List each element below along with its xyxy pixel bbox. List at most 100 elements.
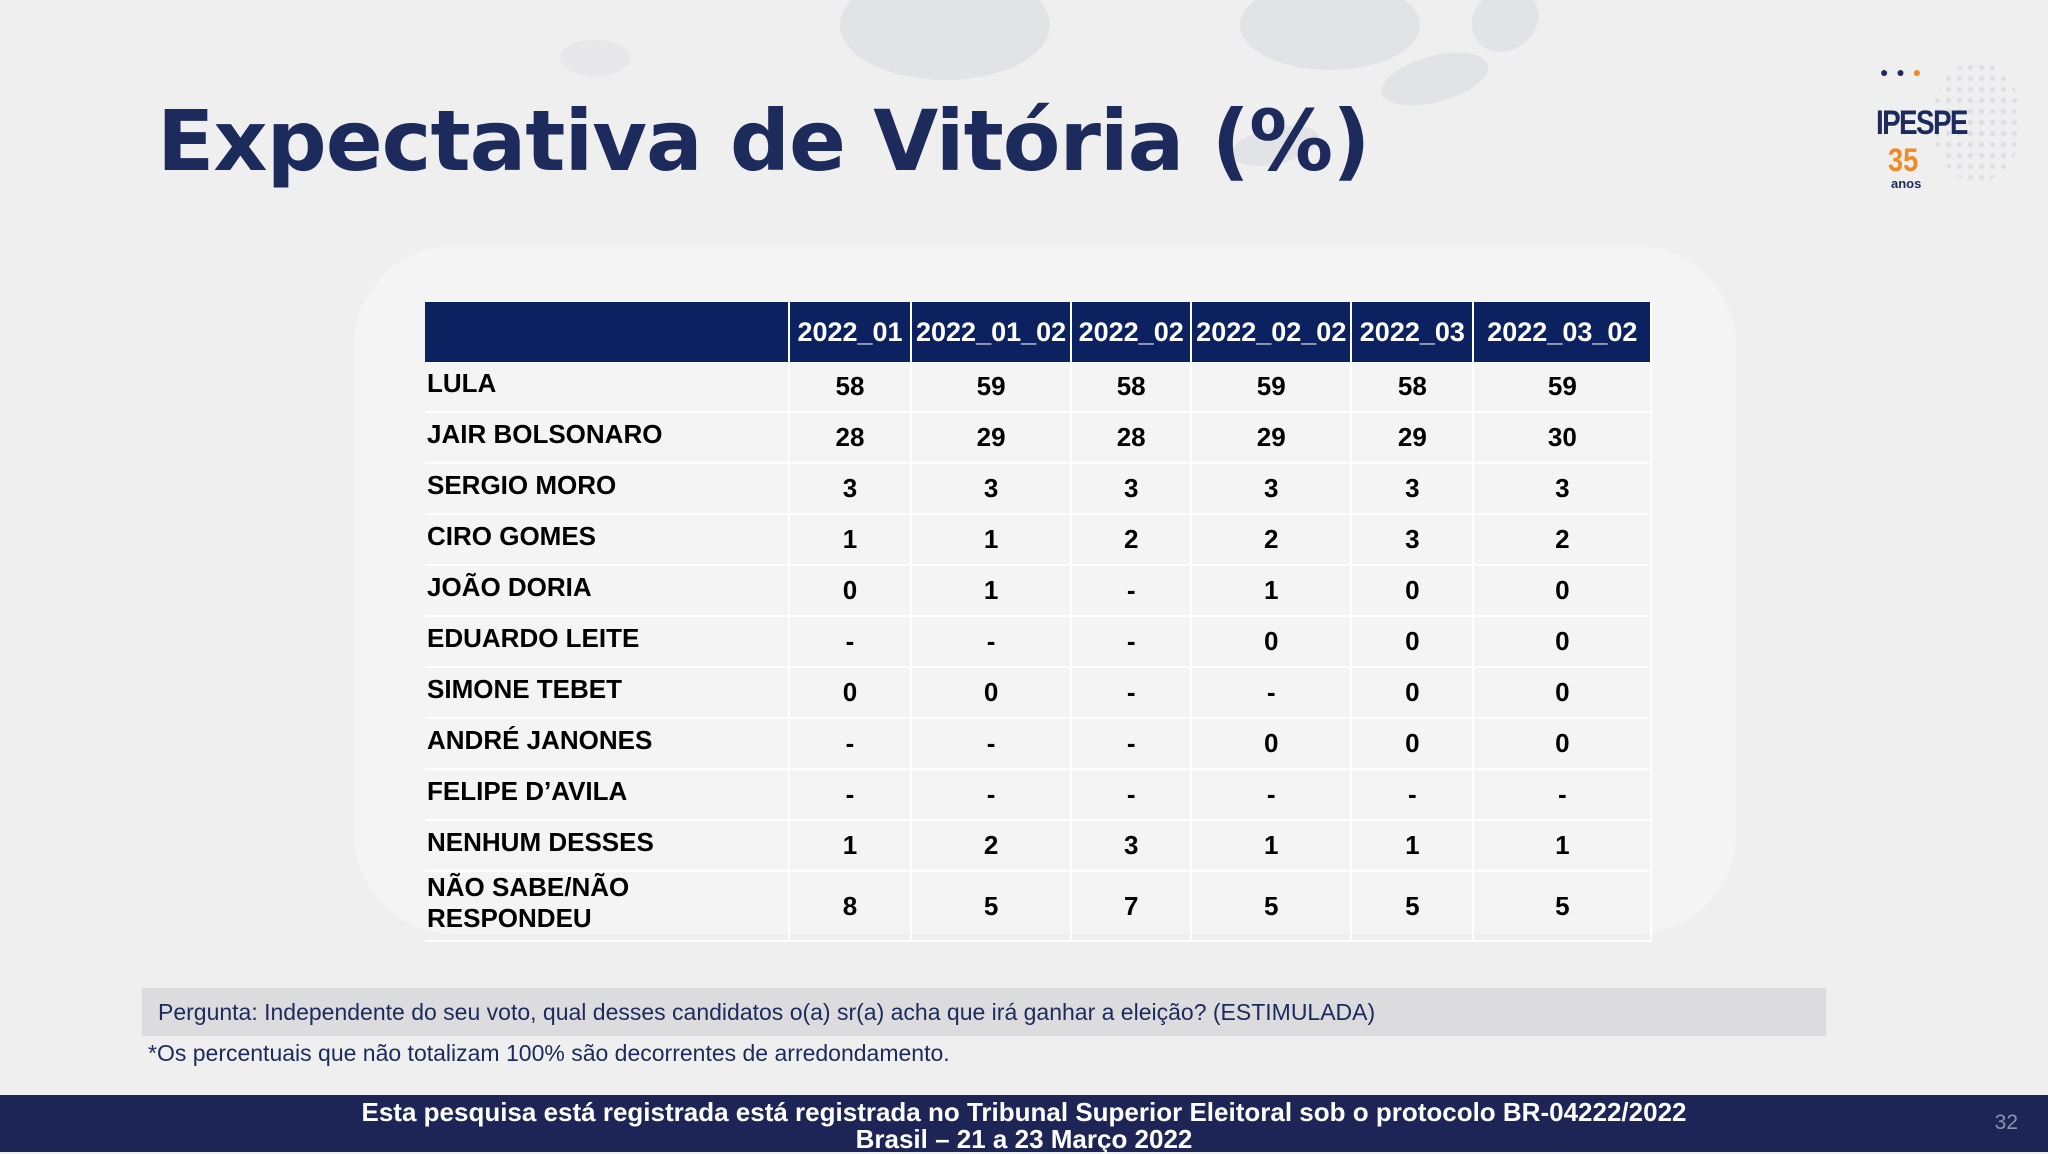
value-cell: 0 (1351, 616, 1475, 668)
value-cell: 0 (1351, 565, 1475, 617)
value-cell: 0 (1473, 565, 1653, 617)
value-cell: - (1071, 667, 1193, 719)
value-cell: 3 (789, 463, 912, 515)
table-row: JAIR BOLSONARO 28 29 28 29 29 30 (425, 412, 1653, 464)
value-cell: 3 (1071, 820, 1193, 872)
value-cell: - (1071, 769, 1193, 821)
value-cell: 3 (1071, 463, 1193, 515)
background-shape (1240, 0, 1420, 70)
header-cell: 2022_03_02 (1473, 302, 1653, 362)
background-shape (560, 40, 630, 76)
table-row: NENHUM DESSES 1 2 3 1 1 1 (425, 820, 1653, 872)
header-cell: 2022_02 (1071, 302, 1193, 362)
value-cell: 0 (789, 667, 912, 719)
footer-bar: Esta pesquisa está registrada está regis… (0, 1095, 2048, 1153)
table-row: JOÃO DORIA 0 1-1 0 0 (425, 565, 1653, 617)
value-cell: 0 (1473, 718, 1653, 770)
candidate-name: ANDRÉ JANONES (425, 718, 790, 770)
footnote: *Os percentuais que não totalizam 100% s… (148, 1040, 950, 1066)
table-row: SERGIO MORO 3 3 3 3 3 3 (425, 463, 1653, 515)
value-cell: 58 (789, 362, 912, 413)
value-cell: 29 (911, 412, 1073, 464)
value-cell: 28 (1071, 412, 1193, 464)
value-cell: - (1071, 565, 1193, 617)
value-cell: - (789, 769, 912, 821)
page-number: 32 (1994, 1111, 2018, 1134)
value-cell: 0 (1191, 718, 1353, 770)
value-cell: - (789, 616, 912, 668)
value-cell: 8 (789, 871, 912, 942)
table-row: LULA 58 59 58 59 58 59 (425, 362, 1653, 413)
value-cell: 28 (789, 412, 912, 464)
candidate-name: FELIPE D’AVILA (425, 769, 790, 821)
value-cell: 3 (1351, 463, 1475, 515)
header-cell (425, 302, 790, 362)
question-text: Pergunta: Independente do seu voto, qual… (142, 988, 1826, 1036)
value-cell: 1 (911, 514, 1073, 566)
value-cell: 30 (1473, 412, 1653, 464)
candidate-name: LULA (425, 362, 790, 413)
value-cell: 1 (789, 514, 912, 566)
header-cell: 2022_03 (1351, 302, 1475, 362)
candidate-name: SERGIO MORO (425, 463, 790, 515)
value-cell: 0 (1473, 667, 1653, 719)
value-cell: 1 (1351, 820, 1475, 872)
value-cell: 1 (1191, 565, 1353, 617)
value-cell: 58 (1351, 362, 1475, 413)
value-cell: 1 (1473, 820, 1653, 872)
value-cell: 3 (1191, 463, 1353, 515)
value-cell: 0 (1191, 616, 1353, 668)
value-cell: - (1351, 769, 1475, 821)
candidate-name: SIMONE TEBET (425, 667, 790, 719)
value-cell: 0 (911, 667, 1073, 719)
value-cell: 3 (1351, 514, 1475, 566)
dots-icon: ● ● ● (1880, 64, 1924, 80)
value-cell: 29 (1351, 412, 1475, 464)
value-cell: 7 (1071, 871, 1193, 942)
value-cell: - (911, 616, 1073, 668)
value-cell: 29 (1191, 412, 1353, 464)
value-cell: 5 (1351, 871, 1475, 942)
value-cell: - (911, 769, 1073, 821)
value-cell: 5 (911, 871, 1073, 942)
value-cell: 5 (1191, 871, 1353, 942)
footer-registration: Esta pesquisa está registrada está regis… (361, 1097, 1687, 1127)
value-cell: 1 (789, 820, 912, 872)
logo-subtitle: anos (1891, 176, 1922, 191)
background-shape (840, 0, 1050, 80)
candidate-name: NÃO SABE/NÃO RESPONDEU (425, 871, 790, 942)
page-title: Expectativa de Vitória (%) (157, 92, 1371, 190)
value-cell: 0 (789, 565, 912, 617)
candidate-name: JAIR BOLSONARO (425, 412, 790, 464)
candidate-name: JOÃO DORIA (425, 565, 790, 617)
value-cell: - (911, 718, 1073, 770)
value-cell: 59 (1473, 362, 1653, 413)
value-cell: - (1473, 769, 1653, 821)
value-cell: 0 (1351, 718, 1475, 770)
value-cell: 0 (1473, 616, 1653, 668)
header-cell: 2022_02_02 (1191, 302, 1353, 362)
table-header-row: 2022_01 2022_01_02 2022_02 2022_02_02 20… (425, 302, 1653, 362)
value-cell: 2 (1071, 514, 1193, 566)
results-table: 2022_01 2022_01_02 2022_02 2022_02_02 20… (425, 302, 1653, 942)
value-cell: 2 (1473, 514, 1653, 566)
value-cell: 58 (1071, 362, 1193, 413)
value-cell: - (789, 718, 912, 770)
header-cell: 2022_01_02 (911, 302, 1073, 362)
ipespe-logo: ● ● ● IPESPE 35 anos (1872, 62, 2022, 192)
table-row: EDUARDO LEITE - - -0 0 0 (425, 616, 1653, 668)
globe-icon (1932, 62, 2022, 182)
value-cell: 5 (1473, 871, 1653, 942)
table-row: NÃO SABE/NÃO RESPONDEU 8 5 7 5 5 5 (425, 871, 1653, 942)
table-row: SIMONE TEBET 0 0- -0 0 (425, 667, 1653, 719)
table-row: CIRO GOMES 1 1 2 2 3 2 (425, 514, 1653, 566)
value-cell: - (1191, 667, 1353, 719)
logo-number: 35 (1888, 142, 1919, 178)
table-row: FELIPE D’AVILA - - - - - - (425, 769, 1653, 821)
value-cell: 3 (1473, 463, 1653, 515)
value-cell: 1 (911, 565, 1073, 617)
candidate-name: CIRO GOMES (425, 514, 790, 566)
value-cell: - (1071, 718, 1193, 770)
value-cell: 0 (1351, 667, 1475, 719)
candidate-name: EDUARDO LEITE (425, 616, 790, 668)
